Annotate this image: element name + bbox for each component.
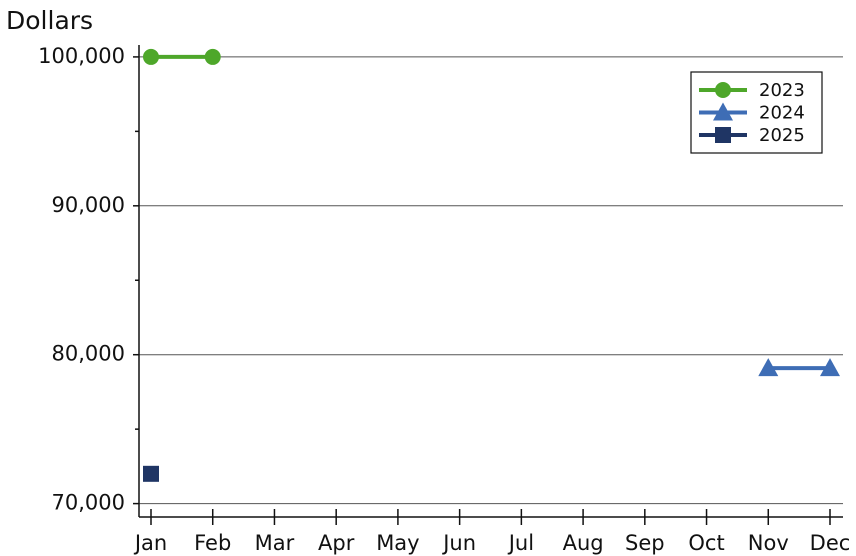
x-tick-label: Oct bbox=[688, 531, 724, 555]
y-tick-label: 70,000 bbox=[52, 491, 125, 515]
data-point bbox=[204, 48, 221, 65]
data-point bbox=[143, 465, 159, 482]
legend-marker bbox=[715, 82, 731, 98]
x-tick-label: Feb bbox=[194, 531, 231, 555]
legend-label: 2024 bbox=[759, 103, 805, 124]
x-tick-label: Apr bbox=[318, 531, 355, 555]
x-tick-label: Jul bbox=[507, 531, 534, 555]
x-tick-label: Aug bbox=[563, 531, 604, 555]
legend-marker bbox=[713, 102, 733, 121]
x-tick-label: May bbox=[376, 531, 419, 555]
y-tick-label: 80,000 bbox=[52, 342, 125, 366]
y-tick-label: 90,000 bbox=[52, 193, 125, 217]
x-tick-label: Mar bbox=[255, 531, 295, 555]
y-tick-label: 100,000 bbox=[38, 44, 125, 68]
y-axis-label: Dollars bbox=[6, 6, 93, 35]
x-tick-label: Sep bbox=[625, 531, 665, 555]
data-point bbox=[143, 48, 159, 65]
x-tick-label: Jan bbox=[133, 531, 167, 555]
x-tick-label: Dec bbox=[810, 531, 851, 555]
legend-label: 2025 bbox=[759, 125, 805, 146]
legend-marker bbox=[715, 127, 731, 143]
data-point bbox=[820, 358, 840, 377]
x-tick-label: Nov bbox=[748, 531, 789, 555]
legend-label: 2023 bbox=[759, 80, 805, 101]
data-point bbox=[758, 358, 779, 377]
x-tick-label: Jun bbox=[441, 531, 476, 555]
